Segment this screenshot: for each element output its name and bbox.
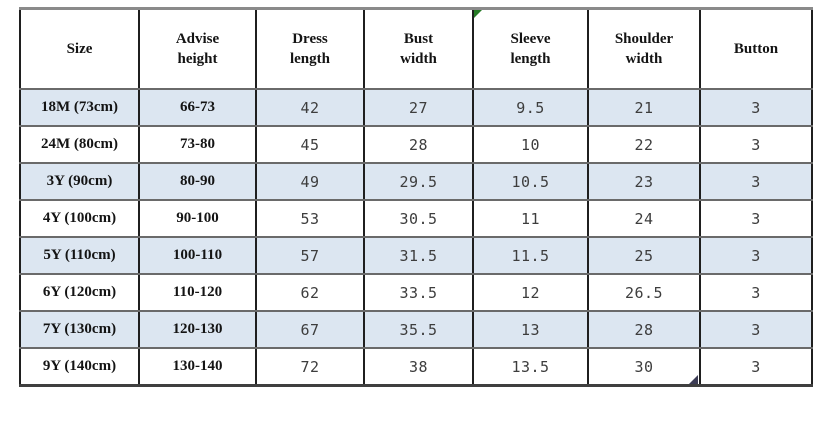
column-header: Sleeve length [472,7,589,90]
table-row: 18M (73cm) 66-73 42 27 9.5 21 3 [19,88,813,127]
column-header: Advise height [138,7,257,90]
value-cell: 24 [587,199,701,238]
value-cell: 80-90 [138,162,257,201]
value-cell: 72 [255,347,365,387]
value-cell: 30.5 [363,199,474,238]
value-cell: 31.5 [363,236,474,275]
table-header: Size Advise height Dress length Bust width S… [19,7,813,90]
value-cell: 3 [699,125,813,164]
value-cell: 11.5 [472,236,589,275]
value-cell: 25 [587,236,701,275]
value-cell: 12 [472,273,589,312]
value-cell: 90-100 [138,199,257,238]
value-cell: 28 [587,310,701,349]
value-cell: 10.5 [472,162,589,201]
size-cell: 4Y (100cm) [19,199,140,238]
column-header: Dress length [255,7,365,90]
table-row: 9Y (140cm) 130-140 72 38 13.5 30 3 [19,347,813,387]
column-header: Shoulder width [587,7,701,90]
value-cell: 30 [587,347,701,387]
size-chart: Size Advise height Dress length Bust width S… [19,7,813,387]
table-row: 5Y (110cm) 100-110 57 31.5 11.5 25 3 [19,236,813,275]
value-cell: 10 [472,125,589,164]
value-cell: 11 [472,199,589,238]
value-cell: 9.5 [472,88,589,127]
table-row: 3Y (90cm) 80-90 49 29.5 10.5 23 3 [19,162,813,201]
value-cell: 120-130 [138,310,257,349]
value-cell: 13 [472,310,589,349]
value-cell: 67 [255,310,365,349]
value-cell: 27 [363,88,474,127]
value-cell: 3 [699,162,813,201]
table-row: 6Y (120cm) 110-120 62 33.5 12 26.5 3 [19,273,813,312]
value-cell: 3 [699,273,813,312]
value-cell: 3 [699,88,813,127]
column-header: Button [699,7,813,90]
table-body: 18M (73cm) 66-73 42 27 9.5 21 3 24M (80cm) 73-80… [19,88,813,387]
value-cell: 42 [255,88,365,127]
value-cell: 22 [587,125,701,164]
table-row: 7Y (130cm) 120-130 67 35.5 13 28 3 [19,310,813,349]
value-cell: 26.5 [587,273,701,312]
value-cell: 66-73 [138,88,257,127]
table-row: 4Y (100cm) 90-100 53 30.5 11 24 3 [19,199,813,238]
value-cell: 29.5 [363,162,474,201]
value-cell: 33.5 [363,273,474,312]
size-cell: 6Y (120cm) [19,273,140,312]
value-cell: 49 [255,162,365,201]
size-table: Size Advise height Dress length Bust width S… [19,7,813,387]
table-row: 24M (80cm) 73-80 45 28 10 22 3 [19,125,813,164]
value-cell: 3 [699,236,813,275]
value-cell: 62 [255,273,365,312]
value-cell: 21 [587,88,701,127]
value-cell: 3 [699,347,813,387]
value-cell: 38 [363,347,474,387]
value-cell: 130-140 [138,347,257,387]
column-header: Bust width [363,7,474,90]
value-cell: 13.5 [472,347,589,387]
value-cell: 110-120 [138,273,257,312]
value-cell: 45 [255,125,365,164]
value-cell: 100-110 [138,236,257,275]
size-cell: 7Y (130cm) [19,310,140,349]
value-cell: 53 [255,199,365,238]
value-cell: 3 [699,310,813,349]
cell-flag-green-triangle-icon [474,10,482,18]
value-cell: 57 [255,236,365,275]
value-cell: 28 [363,125,474,164]
size-cell: 9Y (140cm) [19,347,140,387]
header-row: Size Advise height Dress length Bust width S… [19,7,813,90]
corner-artifact-triangle-icon [689,375,698,384]
value-cell: 73-80 [138,125,257,164]
size-cell: 24M (80cm) [19,125,140,164]
value-cell: 3 [699,199,813,238]
size-cell: 3Y (90cm) [19,162,140,201]
size-cell: 5Y (110cm) [19,236,140,275]
column-header: Size [19,7,140,90]
value-cell: 35.5 [363,310,474,349]
size-cell: 18M (73cm) [19,88,140,127]
value-cell: 23 [587,162,701,201]
